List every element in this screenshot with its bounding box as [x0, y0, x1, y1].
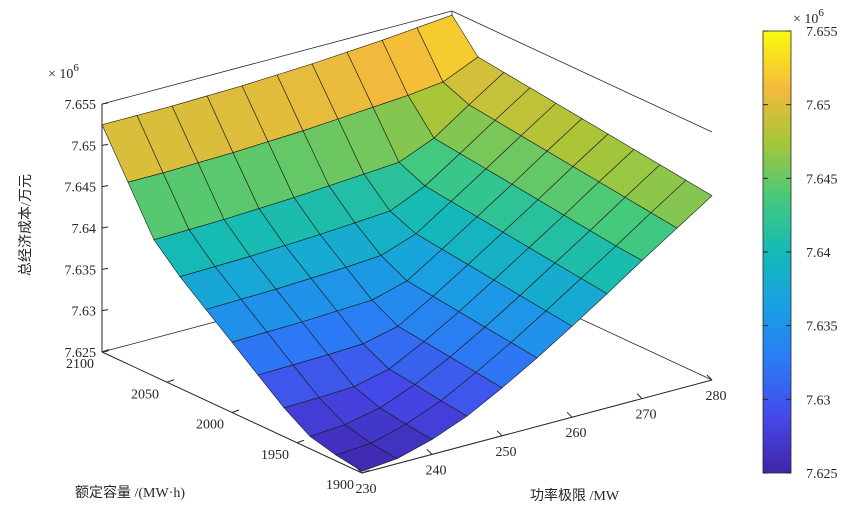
x-tick-label: 240 — [426, 463, 447, 478]
tick-labels: 7.625 7.63 7.635 7.64 7.645 7.65 7.655 1900 1950… — [65, 98, 727, 497]
x-tick-label: 280 — [706, 389, 727, 404]
colorbar: 7.625 7.63 7.635 7.64 7.645 7.65 7.655 — [762, 25, 838, 482]
x-tick-mark — [496, 430, 503, 437]
x-tick-mark — [566, 411, 573, 418]
y-tick-label: 2050 — [131, 387, 159, 402]
x-tick-label: 260 — [566, 426, 587, 441]
x-tick-mark — [356, 467, 363, 474]
z-tick-label: 7.63 — [72, 305, 97, 320]
z-tick-mark — [101, 102, 109, 105]
box-edge — [451, 10, 713, 133]
colorbar-tick-label: 7.645 — [806, 172, 838, 187]
z-tick-mark — [101, 143, 109, 146]
z-tick-label: 7.655 — [65, 98, 97, 113]
z-axis-label: 总经济成本/万元 — [18, 174, 34, 276]
box-edge — [101, 10, 453, 105]
surface-mesh — [101, 14, 713, 472]
colorbar-exponent-label: × 106 — [793, 7, 824, 27]
z-tick-label: 7.635 — [65, 263, 97, 278]
z-tick-label: 7.645 — [65, 181, 97, 196]
z-tick-mark — [101, 267, 109, 270]
y-tick-label: 1950 — [261, 448, 289, 463]
surface-patch — [335, 442, 398, 472]
z-tick-mark — [101, 309, 109, 312]
x-tick-label: 250 — [496, 445, 517, 460]
x-tick-label: 230 — [356, 482, 377, 497]
x-tick-mark — [636, 393, 643, 399]
y-tick-label: 2100 — [66, 357, 94, 372]
z-tick-label: 7.64 — [72, 222, 97, 237]
y-tick-label: 2000 — [196, 418, 224, 433]
y-tick-label: 1900 — [326, 478, 354, 493]
colorbar-tick-label: 7.635 — [806, 320, 838, 335]
y-axis-label: 额定容量 /(MW·h) — [75, 484, 185, 501]
z-tick-label: 7.625 — [65, 346, 97, 361]
x-tick-label: 270 — [636, 408, 657, 423]
z-tick-mark — [101, 226, 109, 229]
colorbar-tick-label: 7.63 — [806, 393, 831, 408]
x-axis-label: 功率极限 /MW — [530, 487, 620, 504]
z-tick-label: 7.65 — [72, 139, 97, 154]
z-tick-mark — [101, 185, 109, 188]
exponent-label-z: × 106 — [48, 62, 79, 82]
colorbar-tick-label: 7.655 — [806, 25, 838, 40]
x-axis-line — [361, 379, 713, 474]
x-tick-mark — [426, 449, 433, 455]
y-tick-mark — [231, 409, 240, 413]
colorbar-tick-label: 7.625 — [806, 467, 838, 482]
y-tick-mark — [361, 470, 370, 474]
y-tick-mark — [101, 349, 110, 353]
colorbar-tick-label: 7.65 — [806, 99, 831, 114]
y-tick-mark — [296, 439, 305, 444]
y-tick-mark — [166, 379, 175, 383]
x-tick-mark — [706, 374, 713, 381]
colorbar-tick-label: 7.64 — [806, 246, 831, 261]
